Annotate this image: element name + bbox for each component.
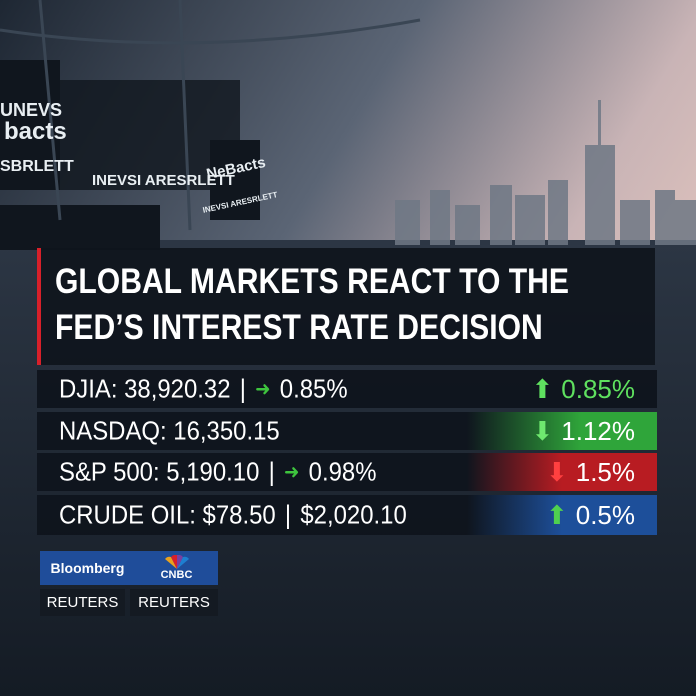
- source-badge: REUTERS: [40, 589, 125, 616]
- headline-line: GLOBAL MARKETS REACT TO THE: [55, 262, 569, 301]
- arrow-icon: ⬆: [545, 499, 568, 530]
- ticker-label: DJIA: 38,920.32: [59, 373, 231, 404]
- ticker-detail: $2,020.10: [300, 499, 407, 530]
- ticker-detail: 0.98%: [308, 456, 377, 487]
- ticker-row: NASDAQ: 16,350.15 ⬇ 1.12%: [37, 412, 657, 450]
- ticker-change: 0.85%: [561, 373, 635, 404]
- ticker-label: S&P 500: 5,190.10: [59, 456, 260, 487]
- source-badge: REUTERS: [130, 589, 218, 616]
- ticker-row: CRUDE OIL: $78.50 | $2,020.10 ⬆ 0.5%: [37, 495, 657, 535]
- arrow-icon: ⬇: [531, 415, 554, 446]
- sign-text: bacts: [4, 118, 67, 145]
- ticker-row: S&P 500: 5,190.10 | ➜ 0.98% ⬇ 1.5%: [37, 453, 657, 491]
- ticker-change: 1.5%: [575, 456, 635, 487]
- source-badge: Bloomberg: [40, 551, 135, 585]
- ticker-label: CRUDE OIL: $78.50: [59, 499, 276, 530]
- source-name: CNBC: [160, 569, 193, 581]
- arrow-icon: ➜: [255, 378, 271, 401]
- ticker-change: 0.5%: [575, 499, 635, 530]
- sign-text: UNEVS: [0, 100, 63, 120]
- ticker-detail: 0.85%: [279, 373, 348, 404]
- arrow-icon: ⬆: [531, 373, 554, 404]
- arrow-icon: ➜: [284, 461, 300, 484]
- ticker-label: NASDAQ: 16,350.15: [59, 415, 280, 446]
- headline-line: FED’S INTEREST RATE DECISION: [55, 308, 543, 347]
- sign-text: INEVSI ARESRLETT: [92, 172, 235, 189]
- arrow-icon: ⬇: [545, 456, 568, 487]
- ticker-change: 1.12%: [561, 415, 635, 446]
- headline-box: GLOBAL MARKETS REACT TO THE FED’S INTERE…: [37, 248, 655, 365]
- sign-text: SBRLETT: [0, 158, 74, 175]
- source-badge: CNBC: [135, 551, 218, 585]
- peacock-logo: [164, 555, 189, 569]
- ticker-row: DJIA: 38,920.32 | ➜ 0.85% ⬆ 0.85%: [37, 370, 657, 408]
